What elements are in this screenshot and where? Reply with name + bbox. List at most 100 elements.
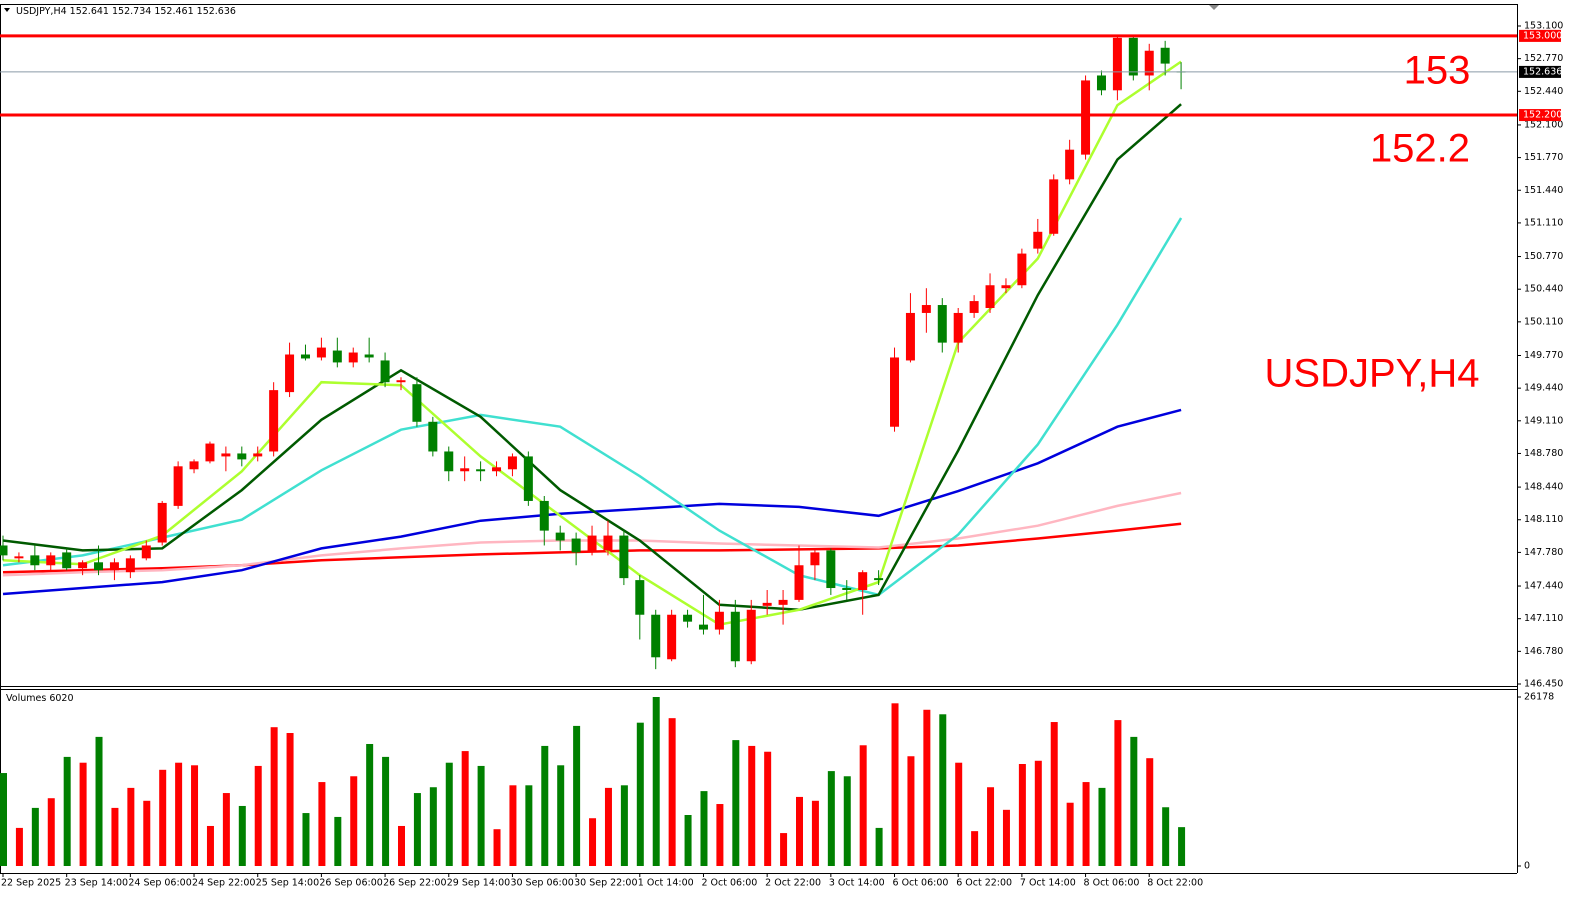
candle-body bbox=[78, 562, 88, 569]
level-label: 153.000 bbox=[1523, 30, 1562, 41]
volume-bar bbox=[445, 762, 453, 866]
y-tick-label: 148.440 bbox=[1524, 482, 1563, 493]
x-tick-label: 30 Sep 22:00 bbox=[574, 878, 637, 889]
candle-body bbox=[635, 580, 645, 615]
x-tick-label: 2 Oct 06:00 bbox=[701, 878, 757, 889]
candle-body bbox=[460, 468, 470, 472]
volume-bar bbox=[1018, 763, 1026, 866]
volume-bar bbox=[477, 765, 485, 866]
candle-body bbox=[285, 354, 295, 393]
candle-body bbox=[905, 312, 915, 361]
candle-body bbox=[1096, 75, 1106, 91]
y-tick-label: 146.780 bbox=[1524, 646, 1563, 657]
candle-body bbox=[539, 500, 549, 531]
x-tick-label: 8 Oct 06:00 bbox=[1084, 878, 1140, 889]
y-tick-label: 148.780 bbox=[1524, 448, 1563, 459]
volume-bar bbox=[668, 718, 676, 866]
candle-body bbox=[667, 614, 677, 660]
volume-bar bbox=[366, 743, 374, 866]
volume-bar bbox=[541, 745, 549, 866]
candle-body bbox=[1128, 37, 1138, 76]
candle-body bbox=[937, 305, 947, 343]
candle-body bbox=[173, 466, 183, 506]
candle-body bbox=[109, 562, 119, 571]
candle-body bbox=[253, 453, 263, 457]
ohlc-value: 152.636 bbox=[197, 6, 236, 17]
candle-body bbox=[730, 611, 740, 662]
candle-body bbox=[698, 624, 708, 630]
candle-body bbox=[746, 609, 756, 662]
x-tick-label: 3 Oct 14:00 bbox=[829, 878, 885, 889]
volume-bar bbox=[398, 825, 405, 866]
volume-bar bbox=[971, 831, 979, 866]
volume-bar bbox=[1114, 720, 1122, 866]
candle-body bbox=[953, 312, 963, 343]
volume-bar bbox=[939, 714, 947, 866]
volume-bar bbox=[270, 727, 278, 866]
volume-bar bbox=[764, 751, 772, 866]
x-tick-label: 22 Sep 2025 bbox=[1, 878, 61, 889]
volume-bar bbox=[700, 791, 708, 866]
y-tick-label: 153.100 bbox=[1524, 21, 1563, 32]
volume-bar bbox=[254, 765, 262, 866]
x-tick-label: 25 Sep 14:00 bbox=[256, 878, 319, 889]
volume-bar bbox=[1034, 760, 1042, 866]
volume-bar bbox=[127, 787, 135, 866]
candle-body bbox=[380, 360, 390, 383]
volume-bar bbox=[31, 807, 39, 866]
volume-bar bbox=[1082, 782, 1090, 866]
volume-bar bbox=[461, 751, 469, 866]
volume-bar bbox=[891, 703, 899, 866]
candle-body bbox=[714, 611, 724, 630]
candle-body bbox=[412, 384, 422, 422]
y-tick-label: 152.770 bbox=[1524, 53, 1563, 64]
x-tick-label: 24 Sep 22:00 bbox=[192, 878, 255, 889]
candle-body bbox=[507, 456, 517, 470]
volume-bar bbox=[573, 725, 581, 866]
volume-bar bbox=[1098, 787, 1106, 866]
candle-body bbox=[1049, 179, 1059, 234]
candle-body bbox=[842, 588, 852, 590]
candle-body bbox=[1017, 253, 1027, 286]
candle-body bbox=[523, 456, 533, 501]
candle-body bbox=[890, 357, 900, 427]
volume-bar bbox=[684, 814, 692, 866]
candle-body bbox=[858, 572, 868, 590]
y-tick-label: 148.110 bbox=[1524, 514, 1563, 525]
level-box bbox=[1519, 109, 1561, 122]
volume-bar bbox=[923, 709, 931, 866]
volume-bar bbox=[509, 785, 517, 866]
candle-body bbox=[300, 354, 310, 359]
y-tick-label: 151.770 bbox=[1524, 152, 1563, 163]
x-tick-label: 7 Oct 14:00 bbox=[1020, 878, 1076, 889]
y-tick-label: 147.780 bbox=[1524, 547, 1563, 558]
x-tick-label: 29 Sep 14:00 bbox=[447, 878, 510, 889]
volume-bar bbox=[875, 827, 883, 866]
candle-body bbox=[316, 347, 326, 358]
y-tick-label: 149.770 bbox=[1524, 350, 1563, 361]
moving-average bbox=[2, 60, 1182, 626]
moving-average bbox=[2, 408, 1182, 596]
menu-arrow[interactable] bbox=[4, 8, 10, 12]
volume-bar bbox=[1130, 736, 1138, 866]
price-box bbox=[1519, 65, 1561, 78]
y-tick-label: 151.110 bbox=[1524, 217, 1563, 228]
candle-body bbox=[874, 578, 884, 581]
candle-body bbox=[1144, 50, 1154, 76]
candle-body bbox=[587, 535, 597, 553]
candle-body bbox=[30, 555, 40, 566]
volume-bar bbox=[1066, 802, 1074, 866]
moving-average bbox=[2, 103, 1182, 612]
volume-bar bbox=[987, 787, 995, 866]
candle-body bbox=[1081, 80, 1091, 155]
ohlc-value: 152.461 bbox=[154, 6, 193, 17]
volume-bar bbox=[652, 697, 660, 866]
volume-bar bbox=[159, 769, 167, 866]
volume-bar bbox=[811, 800, 819, 866]
y-tick-label: 147.440 bbox=[1524, 581, 1563, 592]
y-tick-label: 26178 bbox=[1524, 692, 1554, 703]
volume-bar bbox=[716, 804, 724, 866]
candle-body bbox=[826, 550, 836, 589]
y-tick-label: 0 bbox=[1524, 861, 1530, 872]
volume-bar bbox=[47, 798, 55, 866]
